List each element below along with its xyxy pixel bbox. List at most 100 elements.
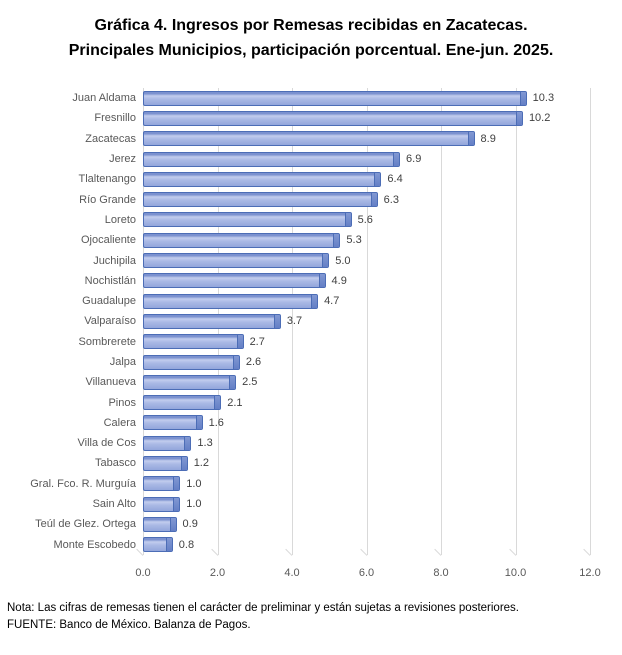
bar-track: 4.9: [143, 271, 618, 291]
category-label: Villa de Cos: [77, 437, 137, 450]
bar: [143, 516, 177, 532]
bar: [143, 90, 527, 106]
bar-track: 1.0: [143, 474, 618, 494]
value-label: 1.0: [186, 477, 202, 490]
category-label: Tabasco: [95, 457, 136, 470]
bar: [143, 435, 192, 451]
note-text: Nota: Las cifras de remesas tienen el ca…: [7, 602, 519, 614]
category-label: Loreto: [104, 213, 136, 226]
value-label: 2.1: [227, 396, 243, 409]
category-label: Fresnillo: [94, 112, 136, 125]
bar-track: 2.6: [143, 352, 618, 372]
category-label: Tlaltenango: [78, 173, 137, 186]
category-label: Villanueva: [85, 376, 136, 389]
source-text: FUENTE: Banco de México. Balanza de Pago…: [7, 619, 251, 631]
bar-row: Monte Escobedo 0.8: [4, 535, 618, 555]
bar-row: Juchipila 5.0: [4, 250, 618, 270]
bar-track: 2.7: [143, 332, 618, 352]
bar: [143, 131, 475, 147]
chart-title: Gráfica 4. Ingresos por Remesas recibida…: [0, 0, 622, 63]
bar-track: 0.9: [143, 514, 618, 534]
bar: [143, 212, 352, 228]
bar: [143, 354, 240, 370]
bar-row: Fresnillo 10.2: [4, 108, 618, 128]
bar-track: 6.9: [143, 149, 618, 169]
bar: [143, 313, 281, 329]
bar: [143, 253, 330, 269]
bar: [143, 110, 523, 126]
bar-track: 1.0: [143, 494, 618, 514]
bar-row: Zacatecas 8.9: [4, 129, 618, 149]
bar-row: Ojocaliente 5.3: [4, 230, 618, 250]
bar-chart: Juan Aldama 10.3 Fresnillo 10.2 Zacatecas 8.9…: [4, 88, 618, 556]
bar: [143, 151, 401, 167]
category-label: Gral. Fco. R. Murguía: [30, 477, 136, 490]
bar-track: 1.3: [143, 433, 618, 453]
x-tick-label: 0.0: [135, 567, 151, 579]
category-label: Nochistlán: [84, 274, 136, 287]
category-label: Monte Escobedo: [53, 538, 136, 551]
chart-title-line-2: Principales Municipios, participación po…: [68, 42, 554, 59]
value-label: 2.6: [245, 356, 262, 368]
value-label: 5.0: [335, 254, 351, 267]
value-label: 10.3: [532, 92, 555, 105]
category-label: Valparaíso: [84, 315, 136, 328]
bar-row: Gral. Fco. R. Murguía 1.0: [4, 474, 618, 494]
x-tick-label: 2.0: [209, 567, 226, 579]
bar-row: Villa de Cos 1.3: [4, 433, 618, 453]
bar: [143, 334, 244, 350]
bar-track: 0.8: [143, 535, 618, 555]
category-label: Guadalupe: [82, 295, 136, 308]
category-label: Jalpa: [109, 356, 136, 368]
category-label: Teúl de Glez. Ortega: [35, 518, 136, 531]
value-label: 5.3: [346, 234, 362, 247]
bar-track: 1.2: [143, 453, 618, 473]
bar-row: Juan Aldama 10.3: [4, 88, 618, 108]
bar-row: Valparaíso 3.7: [4, 311, 618, 331]
bar: [143, 273, 326, 289]
value-label: 6.9: [406, 153, 422, 166]
bar-row: Sombrerete 2.7: [4, 332, 618, 352]
x-tick-label: 12.0: [579, 567, 601, 579]
gridline: [590, 88, 591, 555]
axis-tick-layer: [136, 548, 591, 565]
category-label: Juchipila: [93, 254, 136, 267]
bar-row: Nochistlán 4.9: [4, 271, 618, 291]
bar-track: 2.5: [143, 372, 618, 392]
category-label: Jerez: [109, 153, 136, 166]
value-label: 4.7: [324, 295, 340, 308]
bar: [143, 537, 173, 553]
category-label: Calera: [103, 416, 136, 429]
category-label: Pinos: [108, 396, 136, 409]
value-label: 4.9: [331, 274, 347, 287]
value-label: 5.6: [357, 213, 373, 226]
bar: [143, 171, 382, 187]
value-label: 6.3: [383, 193, 399, 206]
value-label: 8.9: [480, 132, 496, 145]
category-label: Ojocaliente: [80, 234, 136, 247]
bar-track: 10.2: [143, 108, 618, 128]
bar-track: 10.3: [143, 88, 618, 108]
bar-row: Jerez 6.9: [4, 149, 618, 169]
value-label: 1.3: [197, 437, 213, 450]
value-label: 0.8: [178, 538, 195, 551]
value-label: 3.7: [286, 315, 303, 328]
bar-row: Río Grande 6.3: [4, 189, 618, 209]
footnotes: Nota: Las cifras de remesas tienen el ca…: [7, 600, 617, 634]
bar-row: Sain Alto 1.0: [4, 494, 618, 514]
bar-track: 4.7: [143, 291, 618, 311]
gridline: [515, 88, 517, 555]
category-label: Juan Aldama: [72, 92, 136, 105]
gridline: [441, 88, 442, 555]
category-label: Zacatecas: [85, 132, 136, 145]
chart-title-line-1: Gráfica 4. Ingresos por Remesas recibida…: [94, 17, 528, 34]
bar-row: Tabasco 1.2: [4, 453, 618, 473]
bar: [143, 455, 188, 471]
bar-row: Pinos 2.1: [4, 392, 618, 412]
value-label: 2.5: [242, 376, 258, 389]
value-label: 0.9: [182, 518, 198, 531]
value-label: 1.2: [193, 457, 209, 470]
category-label: Sain Alto: [92, 498, 136, 511]
value-label: 2.7: [249, 335, 265, 348]
